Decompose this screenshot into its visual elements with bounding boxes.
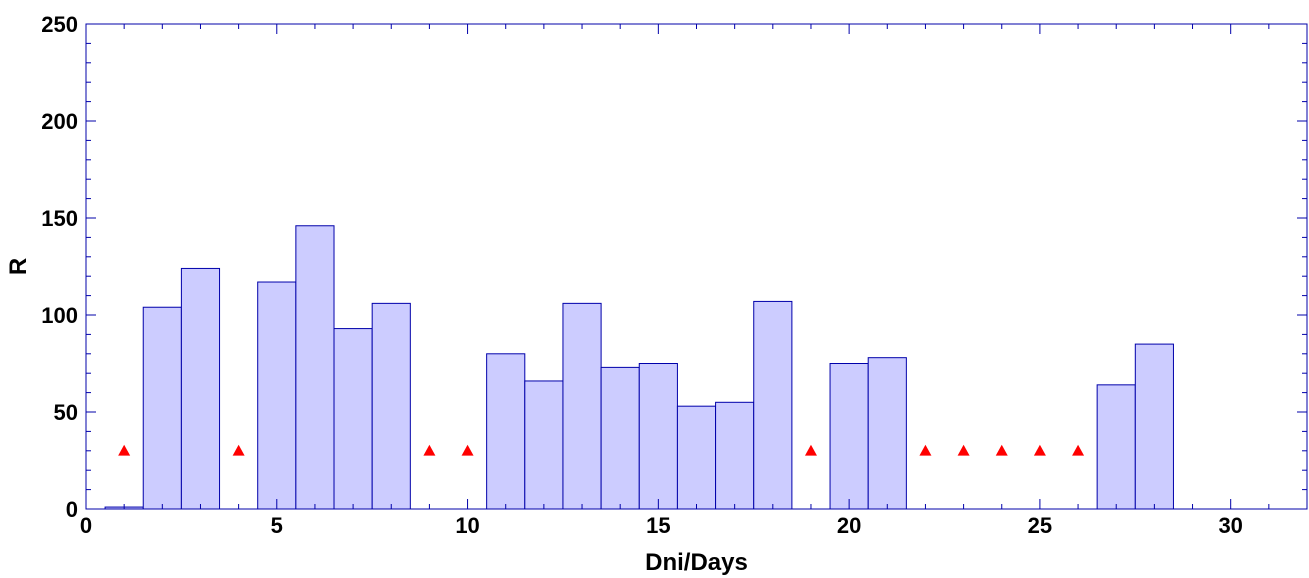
x-tick-label: 25 [1028, 513, 1052, 538]
bar-day-11 [486, 353, 526, 510]
bar-day-7 [333, 328, 373, 510]
bar-day-13 [562, 302, 602, 510]
y-axis-title: R [5, 258, 32, 275]
y-tick-label: 0 [66, 497, 78, 522]
marker-day-26 [1072, 444, 1085, 456]
bar-day-16 [676, 405, 717, 510]
bar-day-21 [867, 357, 907, 510]
markers-layer [118, 444, 1085, 456]
bar-day-28 [1134, 343, 1174, 510]
marker-day-4 [232, 444, 245, 456]
bar-day-14 [600, 366, 640, 510]
bar-day-5 [257, 281, 297, 510]
marker-day-10 [461, 444, 474, 456]
bars-layer [104, 225, 1174, 510]
bar-day-2 [142, 306, 182, 510]
x-tick-label: 30 [1218, 513, 1242, 538]
y-tick-label: 50 [54, 400, 78, 425]
tick-labels-layer: 0 5 10 15 20 25 30 0 50 100 150 200 250 [41, 12, 1243, 538]
bar-day-15 [638, 363, 678, 510]
bar-day-18 [753, 300, 793, 510]
marker-day-25 [1033, 444, 1046, 456]
x-tick-label: 15 [646, 513, 670, 538]
bar-day-12 [524, 380, 564, 510]
bar-day-3 [180, 267, 221, 510]
marker-day-9 [423, 444, 436, 456]
x-tick-label: 10 [455, 513, 479, 538]
bar-day-27 [1096, 384, 1136, 510]
x-tick-label: 5 [271, 513, 283, 538]
marker-day-24 [995, 444, 1008, 456]
marker-day-19 [804, 444, 817, 456]
y-tick-label: 200 [41, 109, 78, 134]
x-axis-title: Dni/Days [645, 549, 748, 576]
y-tick-label: 100 [41, 303, 78, 328]
y-tick-label: 250 [41, 12, 78, 37]
marker-day-1 [118, 444, 131, 456]
marker-day-23 [957, 444, 970, 456]
bar-day-17 [715, 401, 755, 510]
y-tick-label: 150 [41, 206, 78, 231]
marker-day-22 [919, 444, 932, 456]
bar-day-6 [295, 225, 335, 510]
bar-day-20 [829, 363, 869, 510]
x-tick-label: 0 [80, 513, 92, 538]
x-tick-label: 20 [837, 513, 861, 538]
ticks-layer [85, 23, 1308, 510]
bar-day-8 [371, 302, 411, 510]
